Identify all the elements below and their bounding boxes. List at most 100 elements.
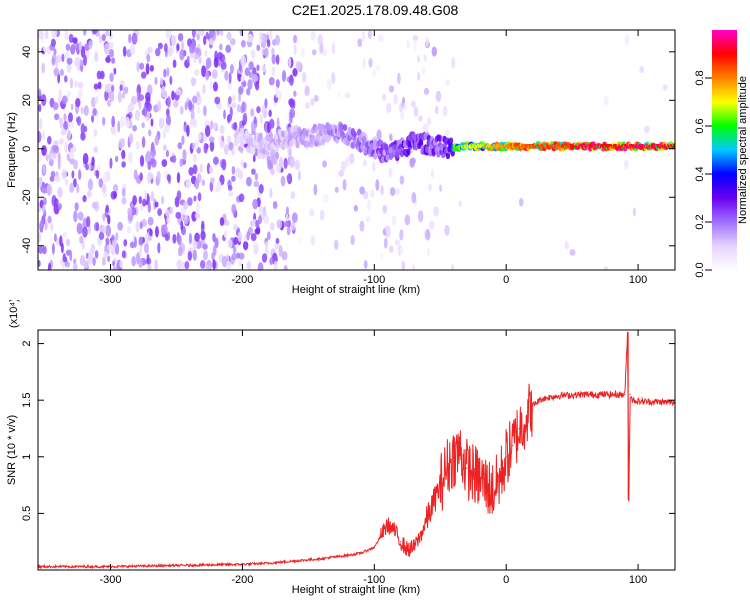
spectrogram-noise-cell: [421, 66, 426, 76]
spectrogram-noise-cell: [624, 34, 630, 46]
spectrogram-noise-cell: [41, 62, 46, 74]
spectrogram-noise-cell: [166, 67, 170, 77]
spectrogram-noise-cell: [163, 42, 168, 53]
spectrogram-noise-cell: [269, 257, 274, 265]
spectrogram-noise-cell: [179, 49, 185, 61]
spectrogram-noise-cell: [102, 171, 109, 184]
spectrogram-noise-cell: [101, 33, 106, 42]
spectrogram-noise-cell: [444, 224, 450, 236]
spectrogram-noise-cell: [270, 167, 275, 176]
spectrogram-noise-cell: [258, 183, 264, 194]
spectrogram-noise-cell: [250, 108, 255, 117]
spectrogram-noise-cell: [79, 235, 84, 244]
spectrogram-noise-cell: [254, 228, 261, 235]
spectrogram-noise-cell: [161, 195, 164, 205]
spectrogram-ridge-cell: [251, 147, 256, 155]
spectrogram-noise-cell: [399, 175, 405, 185]
spectrogram-noise-cell: [148, 129, 152, 137]
spectrogram-noise-cell: [172, 155, 177, 164]
spectrogram-noise-cell: [80, 131, 86, 141]
spectrogram-noise-cell: [72, 263, 78, 270]
spectrogram-noise-cell: [283, 265, 288, 270]
spectrogram-noise-cell: [275, 79, 280, 89]
spectrogram-noise-cell: [198, 56, 202, 64]
spectrogram-noise-cell: [196, 91, 200, 99]
spectrogram-noise-cell: [326, 78, 332, 90]
spectrogram-noise-cell: [370, 190, 375, 198]
snr-data-point: [439, 484, 441, 486]
spectrogram-ridge-cell: [445, 152, 451, 160]
spectrogram-noise-cell: [643, 125, 650, 134]
spectrogram-noise-cell: [83, 125, 88, 133]
spectrogram-noise-cell: [93, 83, 99, 90]
spectrogram-noise-cell: [276, 117, 280, 129]
spectrogram-noise-cell: [639, 65, 644, 74]
spectrogram-noise-cell: [59, 235, 63, 247]
spectrogram-noise-cell: [238, 193, 245, 203]
spectrogram-noise-cell: [67, 90, 72, 97]
spectrogram-noise-cell: [141, 122, 145, 129]
spectrogram-noise-cell: [252, 198, 259, 210]
spectrogram-noise-cell: [121, 161, 126, 168]
spectrogram-noise-cell: [158, 117, 165, 129]
spectrogram-noise-cell: [380, 185, 384, 196]
snr-x-tick-label: -100: [363, 574, 385, 586]
spectrogram-noise-cell: [281, 70, 287, 83]
spectrogram-noise-cell: [240, 39, 246, 48]
spectrogram-noise-cell: [366, 201, 372, 211]
spectrogram-noise-cell: [109, 72, 114, 83]
spectrogram-noise-cell: [111, 84, 115, 92]
spectrogram-noise-cell: [88, 39, 93, 50]
spectrogram-noise-cell: [83, 105, 89, 116]
spectrogram-x-tick-label: -200: [231, 274, 253, 286]
spectrogram-noise-cell: [73, 258, 77, 265]
spectrogram-noise-cell: [103, 43, 110, 55]
spectrogram-noise-cell: [57, 203, 62, 210]
spectrogram-noise-cell: [274, 34, 281, 46]
spectrogram-noise-cell: [412, 34, 419, 42]
spectrogram-noise-cell: [139, 204, 144, 211]
snr-x-tick-label: -200: [231, 574, 253, 586]
spectrogram-noise-cell: [632, 207, 637, 217]
spectrogram-noise-cell: [246, 260, 252, 270]
snr-data-point: [525, 416, 527, 418]
spectrogram-noise-cell: [127, 151, 133, 164]
spectrogram-noise-cell: [62, 253, 66, 263]
spectrogram-noise-cell: [147, 216, 154, 226]
spectrogram-noise-cell: [231, 175, 236, 182]
spectrogram-noise-cell: [231, 102, 237, 109]
spectrogram-noise-cell: [362, 159, 367, 167]
spectrogram-noise-cell: [70, 103, 74, 111]
spectrogram-noise-cell: [38, 232, 42, 243]
spectrogram-noise-cell: [115, 232, 119, 241]
spectrogram-noise-cell: [221, 255, 228, 268]
spectrogram-noise-cell: [121, 250, 126, 259]
spectrogram-noise-cell: [192, 154, 197, 163]
spectrogram-noise-cell: [203, 143, 208, 154]
spectrogram-noise-cell: [191, 142, 195, 150]
spectrogram-noise-cell: [112, 191, 118, 199]
snr-x-tick-label: 0: [503, 574, 509, 586]
spectrogram-noise-cell: [175, 88, 182, 96]
spectrogram-noise-cell: [150, 118, 154, 127]
spectrogram-noise-cell: [67, 112, 73, 123]
spectrogram-y-tick-label: 20: [21, 94, 33, 106]
spectrogram-noise-cell: [238, 252, 245, 260]
spectrogram-noise-cell: [58, 137, 64, 145]
spectrogram-noise-cell: [215, 186, 220, 193]
spectrogram-noise-cell: [394, 188, 400, 196]
spectrogram-noise-cell: [331, 42, 336, 55]
spectrogram-noise-cell: [101, 225, 107, 234]
spectrogram-noise-cell: [119, 260, 123, 268]
spectrogram-noise-cell: [61, 168, 67, 181]
spectrogram-noise-cell: [357, 38, 363, 48]
spectrogram-noise-cell: [146, 53, 151, 63]
spectrogram-noise-cell: [216, 30, 220, 36]
snr-data-point: [629, 393, 631, 396]
spectrogram-noise-cell: [251, 168, 256, 175]
spectrogram-noise-cell: [603, 266, 609, 270]
spectrogram-noise-cell: [439, 184, 443, 192]
spectrogram-noise-cell: [242, 240, 249, 251]
spectrogram-noise-cell: [289, 156, 295, 168]
spectrogram-noise-cell: [66, 62, 72, 74]
